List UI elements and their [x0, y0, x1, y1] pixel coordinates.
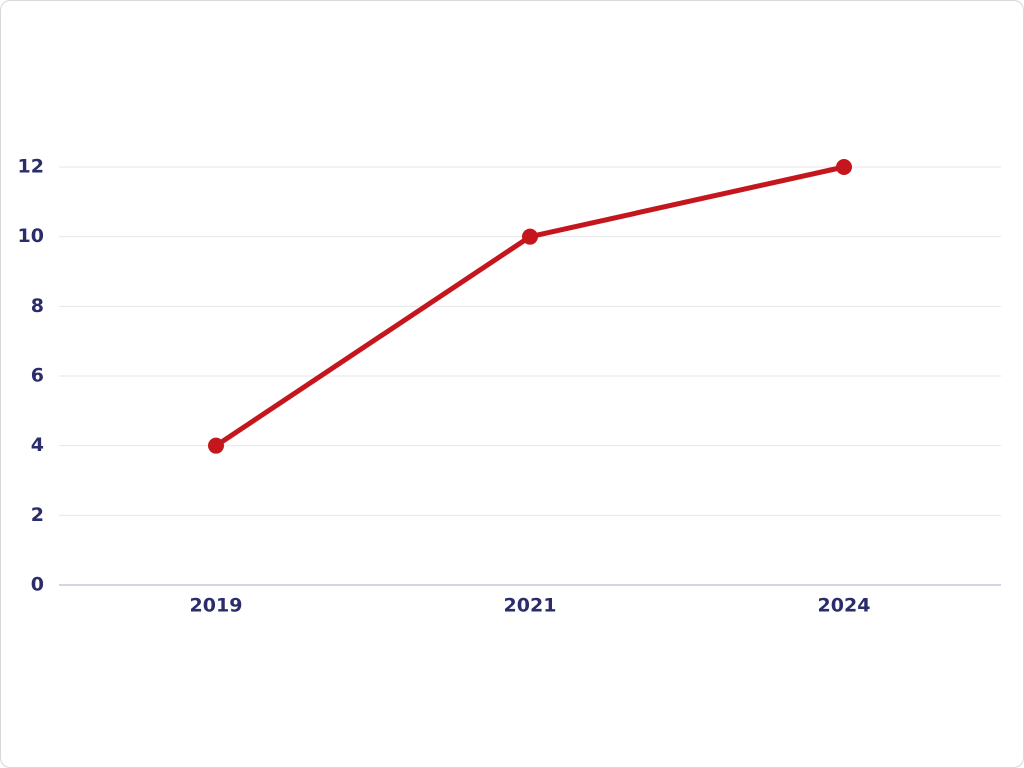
y-tick-label: 4 [31, 434, 44, 456]
x-tick-label: 2024 [818, 595, 871, 617]
y-tick-label: 12 [18, 156, 44, 178]
point [208, 437, 224, 454]
y-tick-label: 0 [31, 574, 44, 596]
point [836, 159, 852, 175]
y-tick-label: 2 [31, 504, 44, 526]
x-tick-label: 2019 [190, 595, 243, 617]
y-tick-label: 6 [31, 365, 44, 387]
x-tick-label: 2021 [504, 595, 557, 617]
y-tick-label: 8 [31, 295, 44, 317]
point [522, 228, 538, 245]
y-tick-label: 10 [18, 225, 44, 247]
